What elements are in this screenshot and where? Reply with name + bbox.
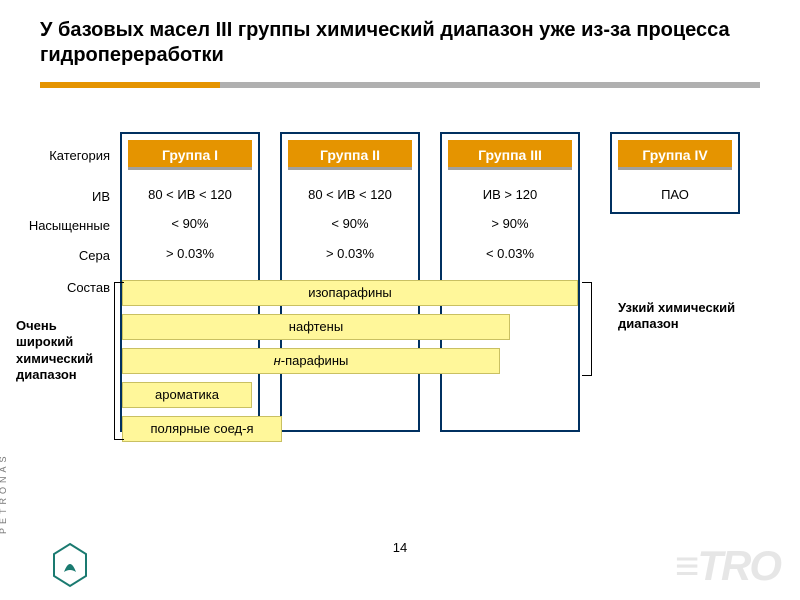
group2-iv: 80 < ИВ < 120 — [282, 187, 418, 202]
label-composition: Состав — [0, 280, 110, 295]
group3-s: < 0.03% — [442, 246, 578, 261]
label-category: Категория — [0, 148, 110, 163]
rule-orange — [40, 82, 220, 88]
group4-box: Группа IV ПАО — [610, 132, 740, 214]
bar-n-paraffins: н-парафины — [122, 348, 500, 374]
group4-header: Группа IV — [618, 140, 732, 170]
bar-n-suffix: -парафины — [281, 353, 349, 368]
group2-s: > 0.03% — [282, 246, 418, 261]
label-iv: ИВ — [0, 189, 110, 204]
group1-header: Группа I — [128, 140, 252, 170]
page-title: У базовых масел III группы химический ди… — [40, 18, 740, 68]
petronas-text: PETRONAS — [0, 452, 8, 534]
bar-n-prefix: н — [274, 353, 281, 368]
group3-iv: ИВ > 120 — [442, 187, 578, 202]
label-sulfur: Сера — [0, 248, 110, 263]
bar-naphthenes: нафтены — [122, 314, 510, 340]
bracket-right — [582, 282, 592, 376]
petronas-logo-icon — [50, 542, 90, 588]
slide: У базовых масел III группы химический ди… — [0, 0, 800, 600]
watermark: ≡TRO — [675, 542, 780, 590]
bar-polar: полярные соед-я — [122, 416, 282, 442]
group1-sat: < 90% — [122, 216, 258, 231]
group1-s: > 0.03% — [122, 246, 258, 261]
label-saturates: Насыщенные — [0, 218, 110, 233]
annot-narrow-range: Узкий химический диапазон — [618, 300, 758, 333]
annot-wide-range: Очень широкий химический диапазон — [16, 318, 116, 383]
group3-header: Группа III — [448, 140, 572, 170]
group2-header: Группа II — [288, 140, 412, 170]
group2-sat: < 90% — [282, 216, 418, 231]
bar-aromatics: ароматика — [122, 382, 252, 408]
group4-pao: ПАО — [612, 187, 738, 202]
group1-iv: 80 < ИВ < 120 — [122, 187, 258, 202]
group3-sat: > 90% — [442, 216, 578, 231]
bar-isoparaffins: изопарафины — [122, 280, 578, 306]
